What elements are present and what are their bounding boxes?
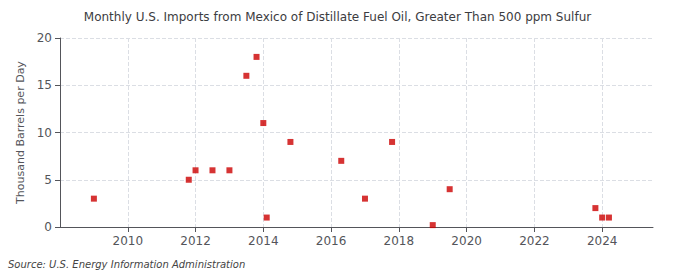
svg-text:20: 20 bbox=[37, 31, 52, 45]
svg-text:2020: 2020 bbox=[451, 234, 482, 248]
svg-text:Monthly U.S. Imports from Mexi: Monthly U.S. Imports from Mexico of Dist… bbox=[84, 10, 591, 24]
svg-text:2024: 2024 bbox=[587, 234, 618, 248]
svg-text:2012: 2012 bbox=[180, 234, 211, 248]
svg-text:5: 5 bbox=[44, 173, 52, 187]
svg-text:2022: 2022 bbox=[519, 234, 550, 248]
svg-text:2014: 2014 bbox=[248, 234, 279, 248]
svg-text:2016: 2016 bbox=[316, 234, 347, 248]
svg-text:2010: 2010 bbox=[112, 234, 143, 248]
svg-text:0: 0 bbox=[44, 220, 52, 234]
svg-text:2018: 2018 bbox=[384, 234, 415, 248]
svg-text:15: 15 bbox=[37, 78, 52, 92]
svg-text:Thousand Barrels per Day: Thousand Barrels per Day bbox=[14, 61, 27, 205]
svg-text:Source: U.S. Energy Informatio: Source: U.S. Energy Information Administ… bbox=[8, 259, 245, 270]
svg-text:10: 10 bbox=[37, 126, 52, 140]
